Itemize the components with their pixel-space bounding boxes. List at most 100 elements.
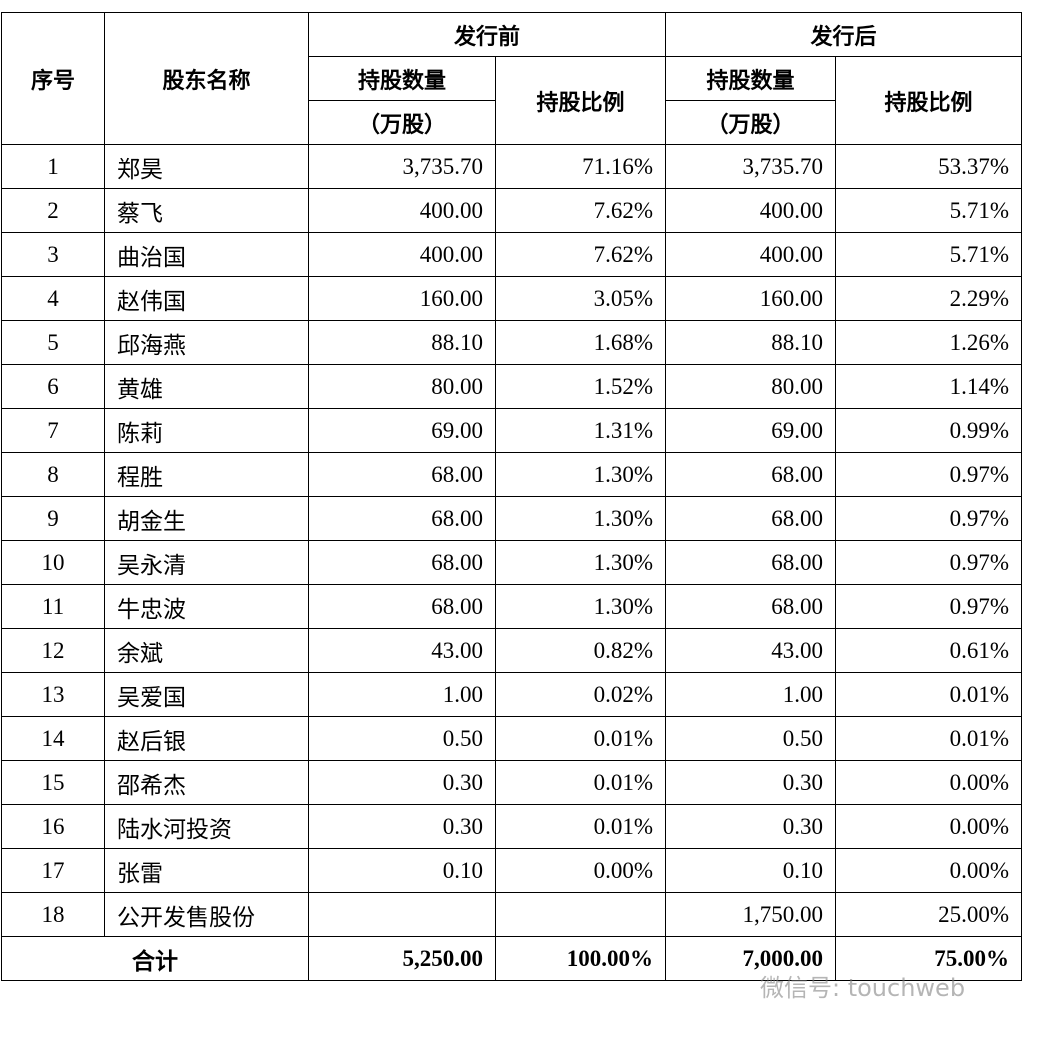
shareholder: 蔡飞 (104, 188, 309, 233)
shares-after: 0.30 (665, 760, 837, 805)
shareholder: 陈莉 (104, 408, 309, 453)
shares-after: 68.00 (665, 452, 837, 497)
shares-after: 400.00 (665, 188, 837, 233)
ratio-after: 2.29% (835, 276, 1023, 321)
seq: 5 (1, 320, 105, 365)
ratio-before: 1.52% (494, 364, 667, 409)
row: 7 陈莉 69.00 1.31% 69.00 0.99% (1, 408, 1023, 453)
total-label: 合计 (1, 936, 309, 981)
header-shares: 持股数量 (665, 56, 837, 101)
header-before: 发行前 (307, 12, 667, 57)
shares-before: 0.30 (308, 804, 496, 849)
shares-after: 0.10 (665, 848, 837, 893)
header-seq: 序号 (1, 12, 105, 145)
row: 9 胡金生 68.00 1.30% 68.00 0.97% (1, 496, 1023, 541)
ratio-after: 0.97% (835, 540, 1023, 585)
ratio-before: 1.30% (494, 540, 667, 585)
header-ratio: 持股比例 (494, 56, 667, 145)
ratio-before: 7.62% (494, 232, 667, 277)
total-value: 75.00% (835, 936, 1023, 981)
shares-after: 0.30 (665, 804, 837, 849)
ratio-before: 0.82% (494, 628, 667, 673)
ratio-before: 3.05% (494, 276, 667, 321)
seq: 3 (1, 232, 105, 277)
ratio-after: 0.61% (835, 628, 1023, 673)
shares-after: 0.50 (665, 716, 837, 761)
ratio-after: 0.97% (835, 584, 1023, 629)
ratio-after: 1.26% (835, 320, 1023, 365)
shares-after: 1.00 (665, 672, 837, 717)
shares-before: 160.00 (308, 276, 496, 321)
ratio-after: 0.00% (835, 804, 1023, 849)
row: 13 吴爱国 1.00 0.02% 1.00 0.01% (1, 672, 1023, 717)
ratio-after: 0.00% (835, 760, 1023, 805)
shareholder: 赵伟国 (104, 276, 309, 321)
seq: 7 (1, 408, 105, 453)
shares-before: 88.10 (308, 320, 496, 365)
shares-after: 68.00 (665, 540, 837, 585)
shareholder-table: 序号 股东名称 发行前 发行后 持股数量 持股比例 持股数量 持股比例 （万股）… (1, 12, 1023, 981)
shares-before (308, 892, 496, 937)
row: 5 邱海燕 88.10 1.68% 88.10 1.26% (1, 320, 1023, 365)
seq: 1 (1, 144, 105, 189)
ratio-before: 0.00% (494, 848, 667, 893)
ratio-after: 53.37% (835, 144, 1023, 189)
shares-before: 0.50 (308, 716, 496, 761)
header-ratio: 持股比例 (835, 56, 1023, 145)
seq: 13 (1, 672, 105, 717)
seq: 17 (1, 848, 105, 893)
ratio-after: 5.71% (835, 188, 1023, 233)
ratio-after: 25.00% (835, 892, 1023, 937)
ratio-after: 5.71% (835, 232, 1023, 277)
seq: 12 (1, 628, 105, 673)
ratio-before: 0.01% (494, 716, 667, 761)
row: 12 余斌 43.00 0.82% 43.00 0.61% (1, 628, 1023, 673)
shares-after: 68.00 (665, 496, 837, 541)
shares-before: 68.00 (308, 496, 496, 541)
header-unit: （万股） (665, 100, 837, 145)
ratio-before: 0.01% (494, 760, 667, 805)
ratio-after: 0.97% (835, 452, 1023, 497)
shareholder: 余斌 (104, 628, 309, 673)
shares-before: 400.00 (308, 232, 496, 277)
ratio-before: 7.62% (494, 188, 667, 233)
row: 8 程胜 68.00 1.30% 68.00 0.97% (1, 452, 1023, 497)
row: 3 曲治国 400.00 7.62% 400.00 5.71% (1, 232, 1023, 277)
shareholder: 郑昊 (104, 144, 309, 189)
shares-after: 160.00 (665, 276, 837, 321)
shares-after: 88.10 (665, 320, 837, 365)
row: 17 张雷 0.10 0.00% 0.10 0.00% (1, 848, 1023, 893)
row: 15 邵希杰 0.30 0.01% 0.30 0.00% (1, 760, 1023, 805)
shares-before: 1.00 (308, 672, 496, 717)
ratio-after: 0.01% (835, 716, 1023, 761)
ratio-before: 1.68% (494, 320, 667, 365)
ratio-after: 0.99% (835, 408, 1023, 453)
seq: 16 (1, 804, 105, 849)
shares-after: 80.00 (665, 364, 837, 409)
shares-before: 68.00 (308, 584, 496, 629)
shares-after: 3,735.70 (665, 144, 837, 189)
shareholder: 陆水河投资 (104, 804, 309, 849)
seq: 9 (1, 496, 105, 541)
shares-before: 68.00 (308, 540, 496, 585)
ratio-after: 0.01% (835, 672, 1023, 717)
shareholder: 牛忠波 (104, 584, 309, 629)
row: 14 赵后银 0.50 0.01% 0.50 0.01% (1, 716, 1023, 761)
row: 4 赵伟国 160.00 3.05% 160.00 2.29% (1, 276, 1023, 321)
shareholder: 黄雄 (104, 364, 309, 409)
header-after: 发行后 (665, 12, 1023, 57)
shareholder: 赵后银 (104, 716, 309, 761)
shares-after: 1,750.00 (665, 892, 837, 937)
ratio-before: 1.30% (494, 452, 667, 497)
shareholder: 吴永清 (104, 540, 309, 585)
total-value: 100.00% (494, 936, 667, 981)
watermark: 微信号: touchweb (760, 974, 966, 1002)
shares-before: 80.00 (308, 364, 496, 409)
total-row: 合计 5,250.00 100.00% 7,000.00 75.00% (1, 936, 1023, 981)
ratio-before: 1.30% (494, 496, 667, 541)
seq: 4 (1, 276, 105, 321)
ratio-before: 1.31% (494, 408, 667, 453)
shareholder: 邱海燕 (104, 320, 309, 365)
row: 1 郑昊 3,735.70 71.16% 3,735.70 53.37% (1, 144, 1023, 189)
